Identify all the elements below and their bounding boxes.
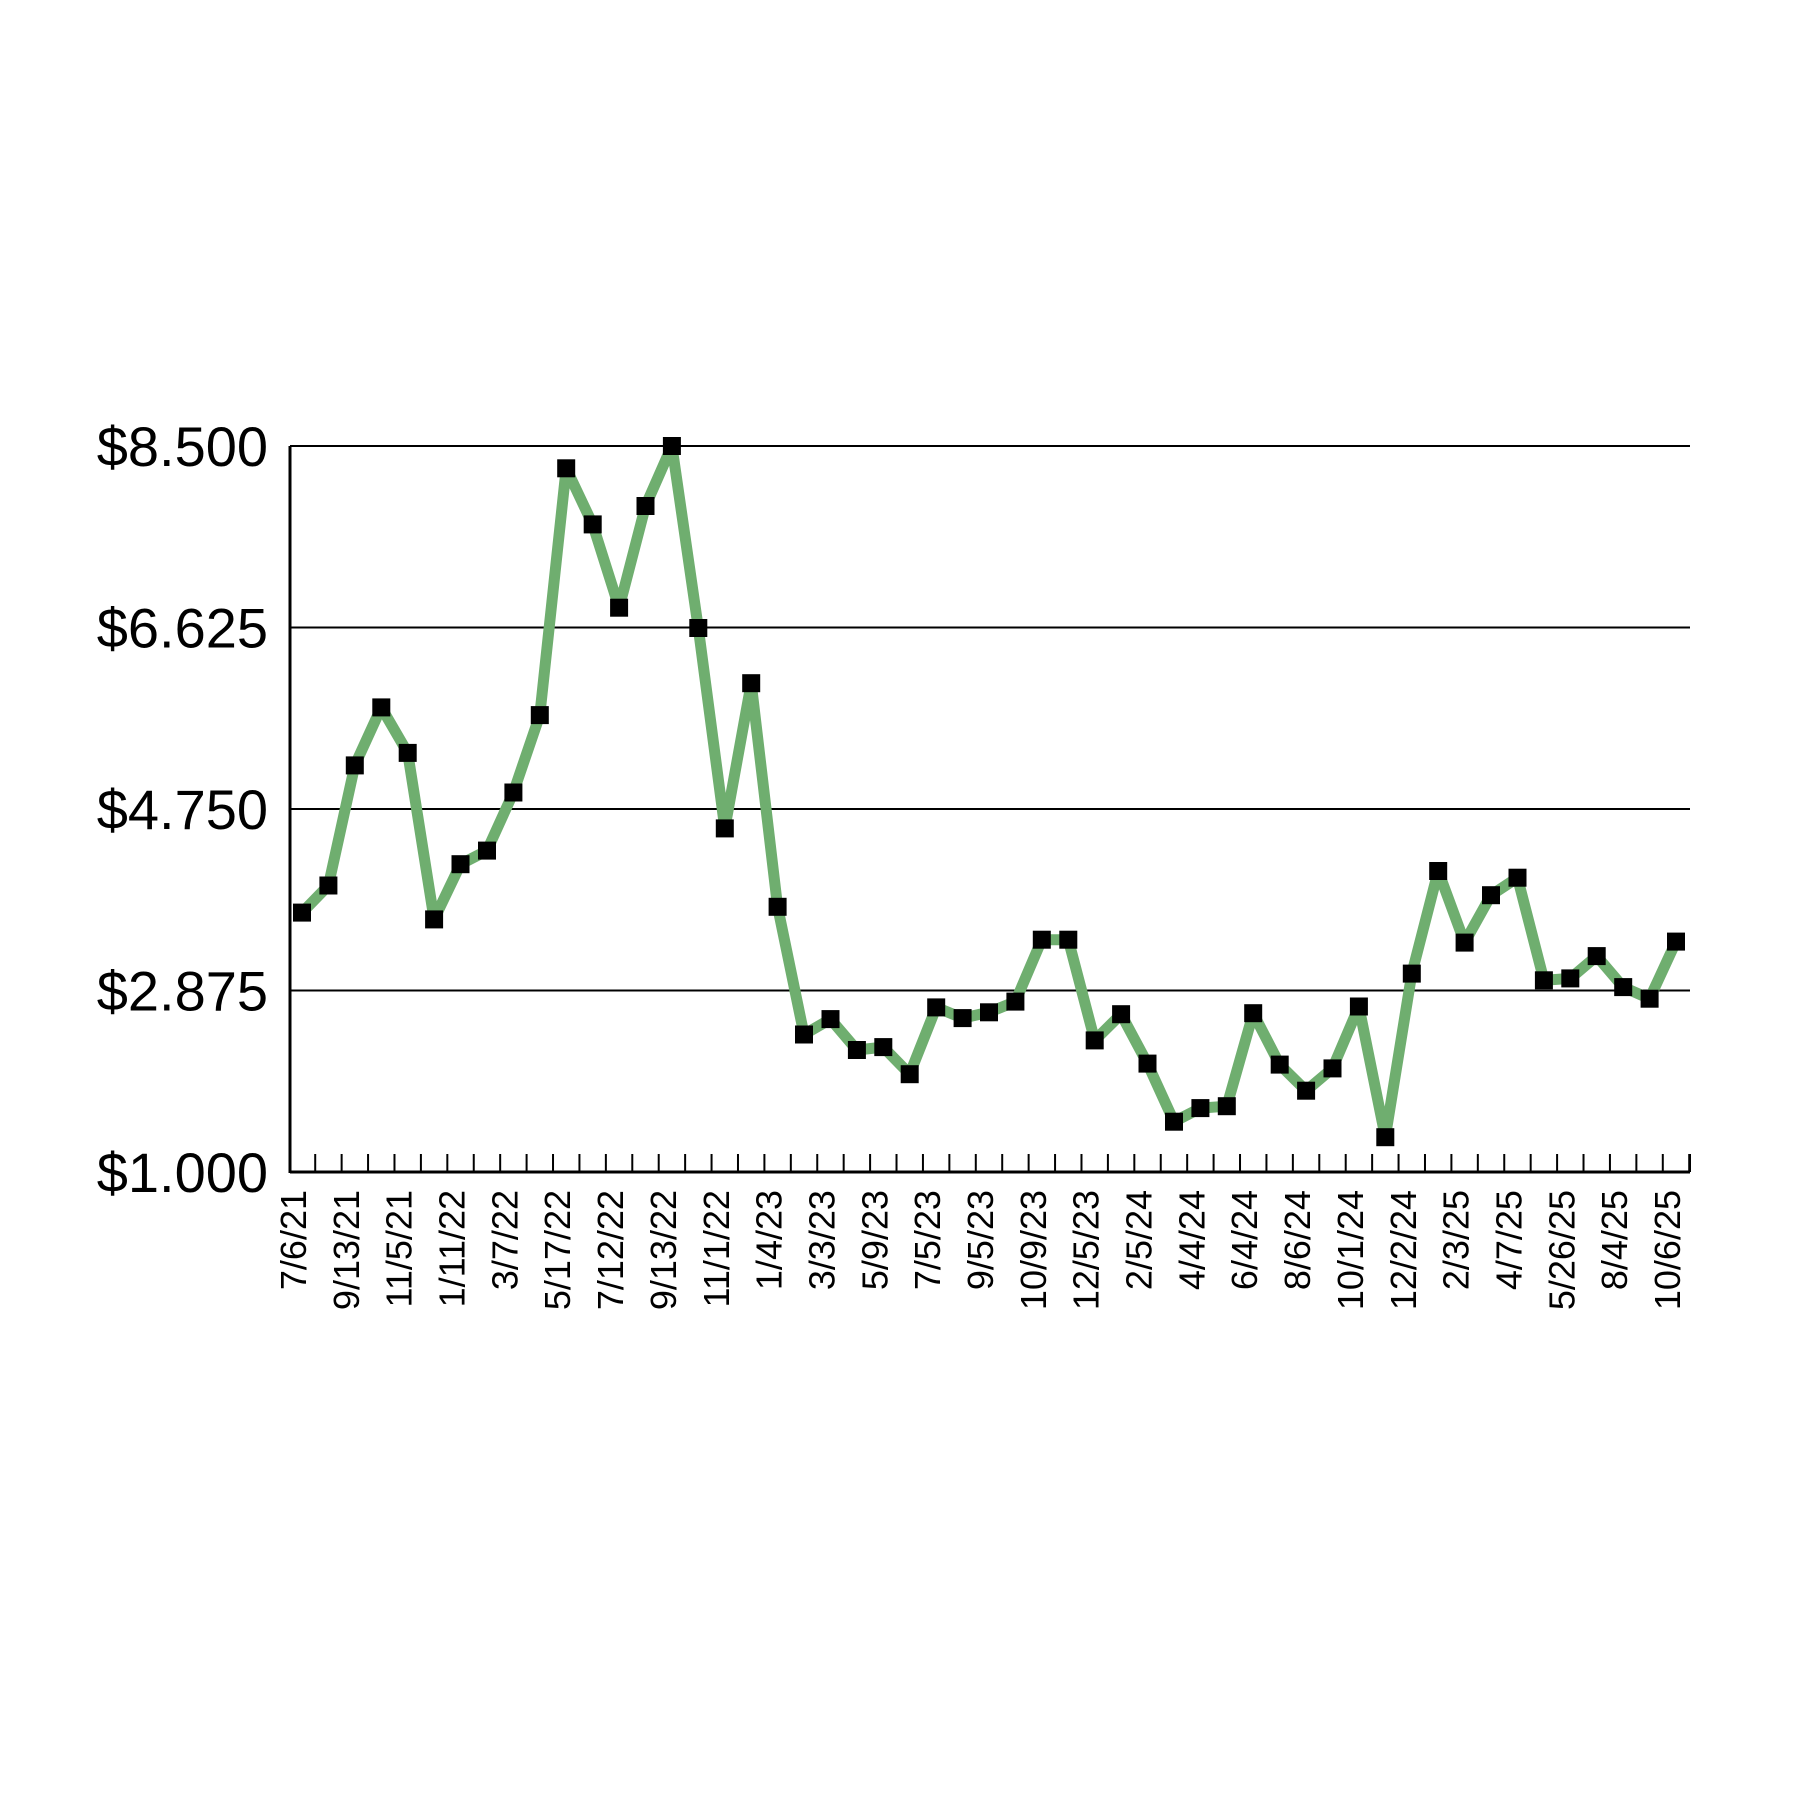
data-point	[1244, 1004, 1263, 1023]
data-point	[1085, 1031, 1104, 1050]
data-point	[900, 1065, 919, 1084]
data-point	[425, 910, 444, 929]
y-tick-label: $8.500	[97, 415, 268, 478]
data-point	[953, 1009, 972, 1028]
data-point	[715, 819, 734, 838]
grid-layer	[290, 445, 1690, 992]
data-point	[319, 876, 338, 895]
data-point	[1482, 886, 1500, 905]
data-point	[1032, 930, 1051, 949]
y-tick-label: $4.750	[97, 778, 268, 841]
data-point	[636, 497, 655, 515]
x-tick-label: 5/9/23	[854, 1190, 895, 1290]
x-tick-label: 8/4/25	[1594, 1190, 1635, 1290]
x-tick-label: 5/17/22	[537, 1190, 578, 1310]
data-point	[1191, 1099, 1210, 1118]
x-tick-label: 6/4/24	[1224, 1190, 1265, 1290]
data-point	[980, 1003, 998, 1022]
data-point	[847, 1041, 866, 1059]
x-tick-label: 2/3/25	[1436, 1190, 1477, 1290]
data-point	[478, 841, 496, 860]
data-point	[293, 903, 311, 922]
x-tick-label: 2/5/24	[1119, 1190, 1160, 1290]
data-point	[1349, 997, 1368, 1016]
data-point	[398, 743, 417, 762]
data-point	[1614, 978, 1633, 997]
x-tick-label: 10/1/24	[1330, 1190, 1371, 1310]
x-tick-labels: 7/6/21 9/13/21 11/5/21 1/11/22 3/7/22 5/17/22…	[273, 1190, 1688, 1310]
data-point	[821, 1010, 840, 1029]
x-tick-label: 7/5/23	[907, 1190, 948, 1290]
x-tick-label: 12/2/24	[1383, 1190, 1424, 1310]
x-tick-label: 11/5/21	[379, 1190, 420, 1307]
data-point	[504, 783, 523, 802]
data-point	[1323, 1059, 1342, 1078]
data-point	[1667, 932, 1685, 951]
y-tick-label: $1.000	[97, 1141, 268, 1204]
data-point	[1297, 1081, 1316, 1100]
axis-layer	[288, 446, 1691, 1174]
data-point	[1165, 1112, 1183, 1131]
y-tick-label: $2.875	[97, 960, 268, 1023]
data-point	[530, 706, 549, 725]
data-point	[662, 437, 681, 455]
x-tick-label: 10/9/23	[1013, 1190, 1054, 1310]
data-point	[1138, 1054, 1157, 1073]
x-tick-label: 7/12/22	[590, 1190, 631, 1310]
data-point	[1270, 1055, 1289, 1074]
data-point	[1455, 933, 1474, 952]
x-tick-label: 4/4/24	[1171, 1190, 1212, 1290]
marker-layer	[293, 437, 1685, 1147]
data-point	[583, 515, 602, 534]
x-tick-label: 10/6/25	[1647, 1190, 1688, 1310]
data-point	[1561, 969, 1580, 988]
data-point	[610, 598, 629, 617]
data-point	[1640, 989, 1659, 1008]
data-point	[345, 756, 364, 775]
x-tick-label: 11/1/22	[696, 1190, 737, 1307]
x-tick-label: 1/4/23	[749, 1190, 790, 1290]
x-tick-label: 9/13/21	[326, 1190, 367, 1310]
data-point	[372, 698, 391, 717]
y-tick-label: $6.625	[97, 597, 268, 660]
data-point	[1587, 947, 1606, 966]
x-tick-label: 5/26/25	[1541, 1190, 1582, 1310]
x-tick-label: 9/5/23	[960, 1190, 1001, 1290]
data-point	[1402, 964, 1421, 983]
data-point	[1534, 971, 1553, 990]
data-point	[795, 1025, 813, 1044]
data-point	[557, 459, 576, 478]
data-point	[742, 674, 761, 693]
x-tick-label: 9/13/22	[643, 1190, 684, 1310]
x-tick-label: 7/6/21	[273, 1190, 314, 1290]
data-point	[768, 897, 787, 916]
data-point	[927, 998, 946, 1017]
x-tick-label: 3/3/23	[802, 1190, 843, 1290]
x-tick-label: 4/7/25	[1489, 1190, 1530, 1290]
x-tick-label: 12/5/23	[1066, 1190, 1107, 1310]
data-point	[1217, 1097, 1236, 1116]
data-point	[451, 855, 470, 874]
data-point	[1508, 868, 1527, 887]
data-point	[689, 619, 708, 637]
data-point	[1006, 992, 1025, 1011]
data-point	[1112, 1005, 1131, 1024]
data-point	[1059, 930, 1078, 949]
data-point	[1429, 862, 1448, 880]
x-tick-label: 8/6/24	[1277, 1190, 1318, 1290]
x-tick-label: 1/11/22	[432, 1190, 473, 1307]
y-tick-labels: $1.000 $2.875 $4.750 $6.625 $8.500	[97, 415, 268, 1204]
x-tick-label: 3/7/22	[484, 1190, 525, 1290]
data-point	[874, 1038, 893, 1057]
data-point	[1376, 1128, 1395, 1147]
